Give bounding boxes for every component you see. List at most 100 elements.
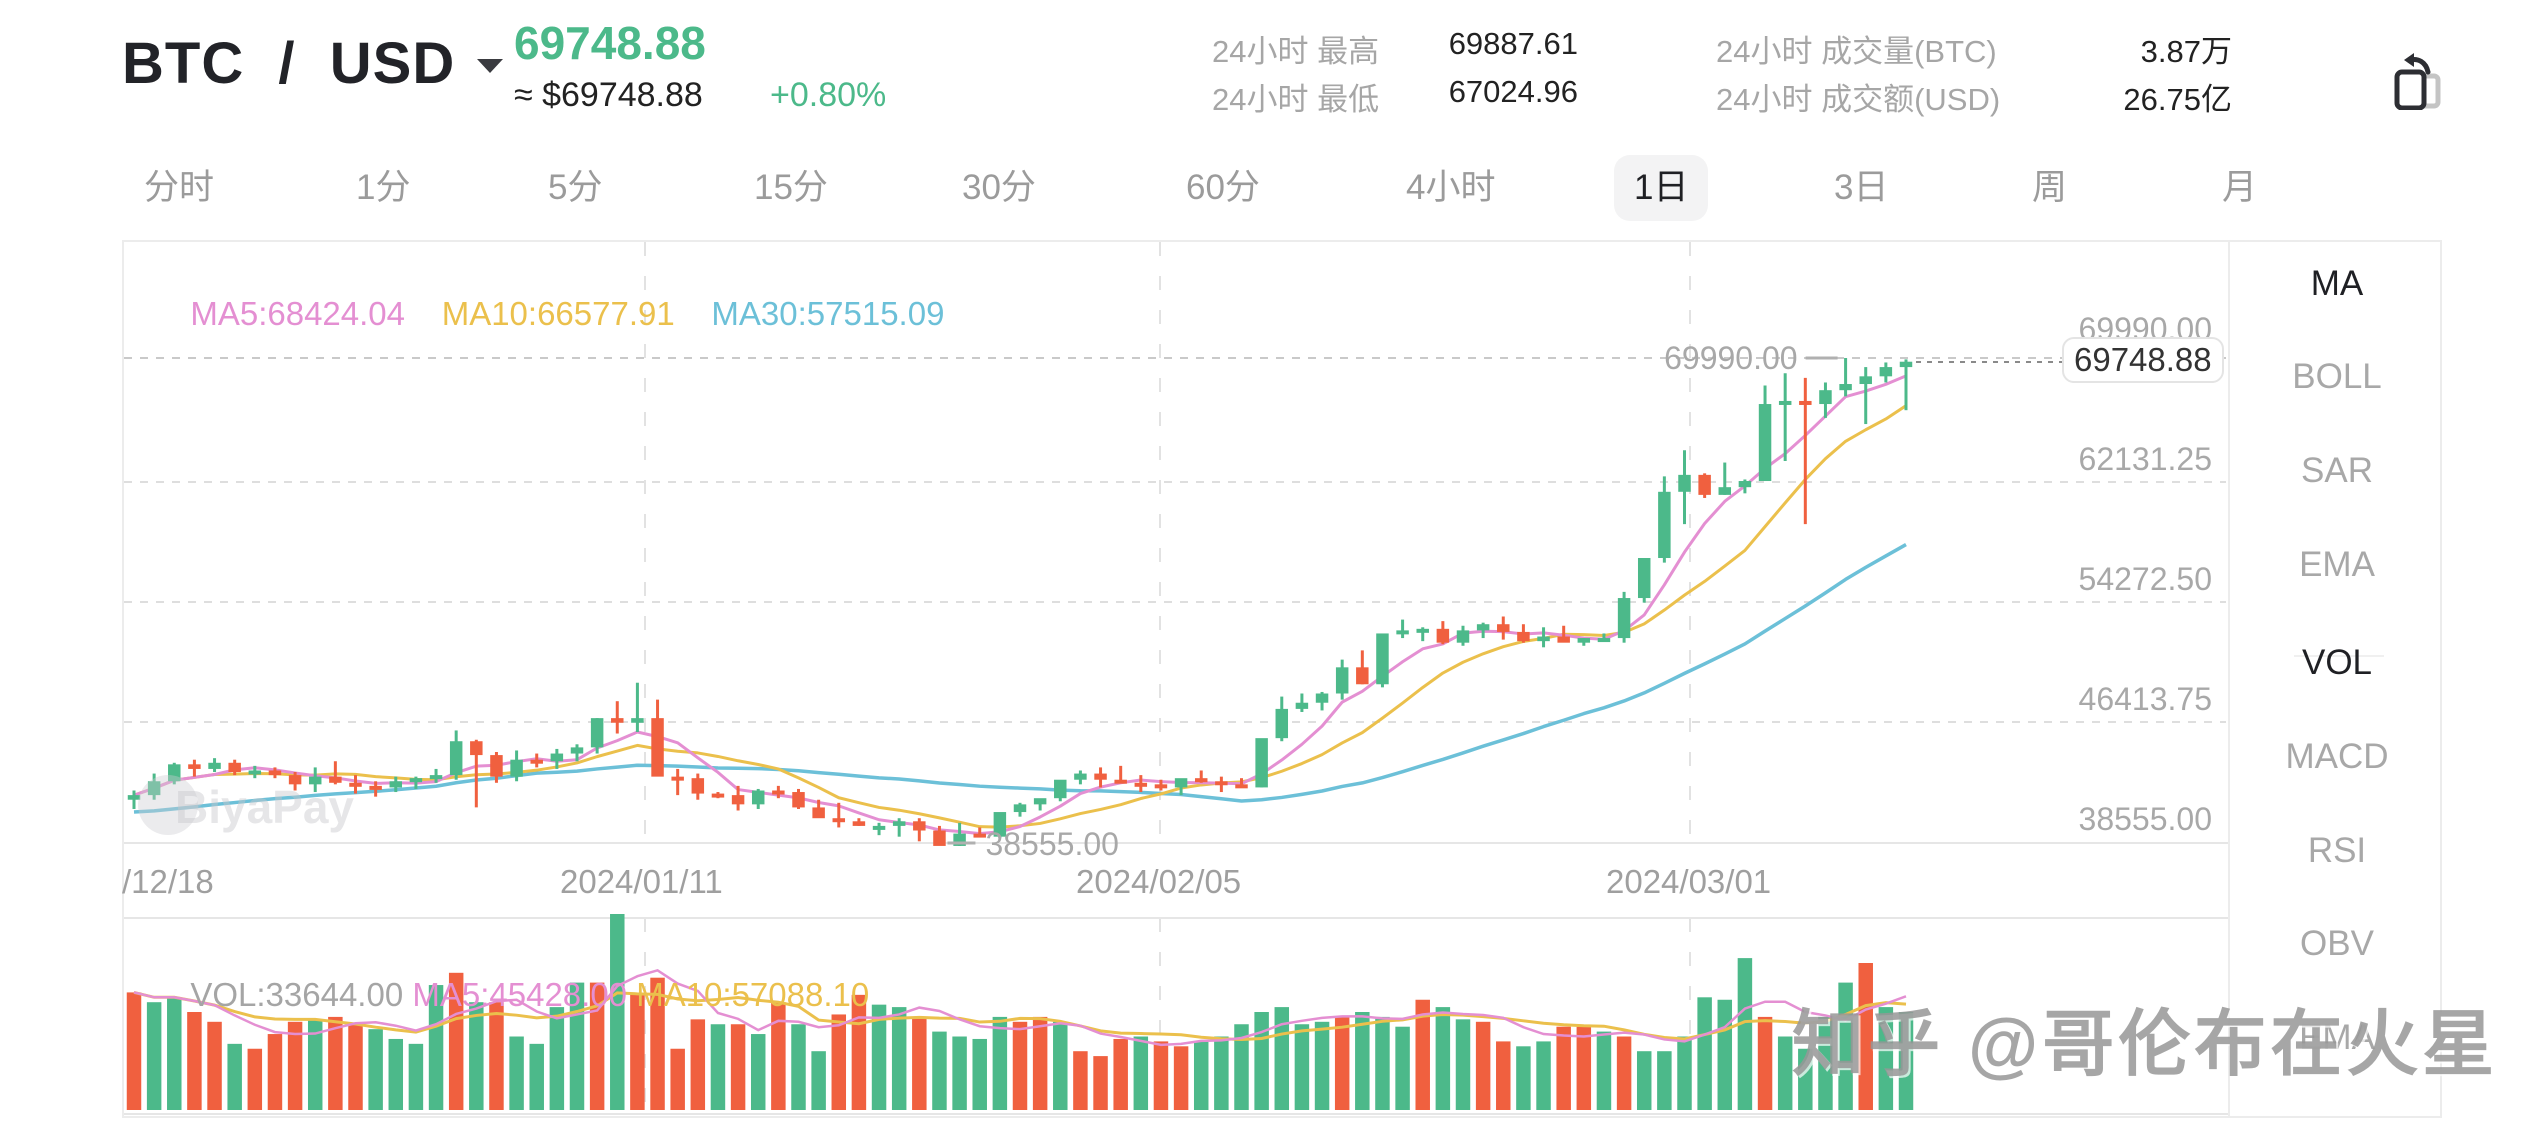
volume-bar <box>650 977 665 1110</box>
volume-bar <box>1878 1007 1894 1110</box>
tab-9[interactable]: 周 <box>2032 168 2068 207</box>
candle-up <box>1476 624 1490 631</box>
volume-bar <box>1193 1041 1209 1110</box>
volume-bar <box>167 997 182 1110</box>
candle-down <box>530 759 543 764</box>
indicator-ma[interactable]: MA <box>2310 264 2364 303</box>
candle-down <box>852 821 866 826</box>
volume-bar <box>1314 1021 1330 1110</box>
candle-up <box>1839 384 1852 391</box>
volume-bar <box>1757 1016 1773 1110</box>
tab-6[interactable]: 4小时 <box>1406 168 1496 207</box>
indicator-ema[interactable]: EMA <box>2299 545 2375 584</box>
volume-bar <box>791 1024 806 1110</box>
candle-down <box>1517 631 1530 642</box>
candle-up <box>449 741 463 776</box>
biyapay-logo-icon <box>138 775 198 835</box>
volume-bar <box>670 1048 685 1110</box>
candle-down <box>812 807 825 819</box>
candle-down <box>228 762 241 773</box>
volume-bar <box>1435 1007 1451 1110</box>
volume-bar <box>146 1002 162 1110</box>
tab-2[interactable]: 5分 <box>548 168 603 207</box>
indicator-rsi[interactable]: RSI <box>2307 831 2367 870</box>
candle-up <box>1859 376 1872 385</box>
candle-down <box>711 793 725 798</box>
candle-up <box>1033 798 1047 805</box>
candle-up <box>1678 474 1691 492</box>
volume-bar <box>1737 958 1753 1110</box>
candle-down <box>1698 474 1711 495</box>
vol-ma10-legend: MA10:57088.10 <box>636 976 870 1013</box>
candle-up <box>1637 558 1651 599</box>
volume-bar <box>267 1034 283 1110</box>
ma10-legend: MA10:66577.91 <box>441 295 675 332</box>
candle-down <box>1799 400 1812 405</box>
ma30-legend: MA30:57515.09 <box>711 295 945 332</box>
candle-down <box>792 792 805 808</box>
current-price-tag: 69748.88 <box>2062 337 2224 383</box>
tab-3[interactable]: 15分 <box>754 168 828 207</box>
volume-bar <box>1858 963 1873 1110</box>
tab-8[interactable]: 3日 <box>1834 168 1889 207</box>
indicator-boll[interactable]: BOLL <box>2292 357 2382 396</box>
candle-up <box>1416 628 1429 633</box>
tab-10[interactable]: 月 <box>2222 168 2258 207</box>
x-axis-label: 2024/02/05 <box>1076 863 1241 900</box>
candle-up <box>1376 633 1389 685</box>
volume-bar <box>690 1019 706 1110</box>
volume-bar <box>1173 1046 1189 1110</box>
candle-up <box>1658 491 1671 559</box>
candle-down <box>188 764 201 769</box>
candle-up <box>409 778 423 783</box>
x-axis-label: 2024/03/01 <box>1606 863 1771 900</box>
candle-down <box>288 775 302 785</box>
tab-4[interactable]: 30分 <box>962 168 1036 207</box>
min-price-marker: 38555.00 <box>985 826 1118 862</box>
volume-bar <box>831 1014 847 1110</box>
candle-down <box>1215 781 1228 786</box>
volume-bar <box>126 992 142 1110</box>
candle-up <box>1275 708 1289 739</box>
candle-down <box>349 782 362 787</box>
volume-bar <box>1616 1036 1632 1110</box>
indicator-ema[interactable]: EMA <box>2299 1018 2375 1057</box>
volume-bar <box>1032 1016 1048 1110</box>
candle-down <box>832 818 846 823</box>
tab-1[interactable]: 1分 <box>356 168 411 207</box>
pair-selector[interactable]: BTC / USD <box>122 30 504 97</box>
screen-rotate-icon[interactable] <box>2392 48 2444 111</box>
indicator-obv[interactable]: OBV <box>2300 924 2374 963</box>
indicator-macd[interactable]: MACD <box>2285 737 2389 776</box>
candle-up <box>168 764 181 782</box>
candle-up <box>248 770 262 775</box>
candle-up <box>1315 693 1329 703</box>
volume-bar <box>549 1007 565 1110</box>
candle-down <box>651 718 664 777</box>
tab-7[interactable]: 1日 <box>1614 155 1709 221</box>
volume-bar <box>1818 1016 1833 1110</box>
candle-down <box>1235 784 1248 789</box>
volume-bar <box>1455 1019 1471 1110</box>
tab-0[interactable]: 分时 <box>144 168 215 207</box>
volume-bar <box>811 1051 826 1110</box>
tab-5[interactable]: 60分 <box>1186 168 1260 207</box>
candle-down <box>1497 624 1510 632</box>
x-axis-label: 2024/01/11 <box>560 863 723 900</box>
candle-down <box>671 776 684 781</box>
candle-down <box>1356 667 1369 685</box>
candle-up <box>1899 361 1913 368</box>
candle-up <box>1456 630 1470 643</box>
volume-bar <box>1697 997 1712 1110</box>
volume-bar <box>871 1004 887 1110</box>
indicator-vol[interactable]: VOL <box>2301 643 2373 682</box>
volume-bar <box>388 1038 404 1110</box>
last-price: 69748.88 <box>514 17 706 69</box>
volume-bar <box>1898 1012 1914 1110</box>
volume-bar <box>509 1036 524 1110</box>
indicator-sar[interactable]: SAR <box>2301 451 2373 490</box>
candle-up <box>751 790 765 805</box>
usd-price: ≈ $69748.88 <box>514 76 703 114</box>
candle-up <box>1879 367 1893 377</box>
